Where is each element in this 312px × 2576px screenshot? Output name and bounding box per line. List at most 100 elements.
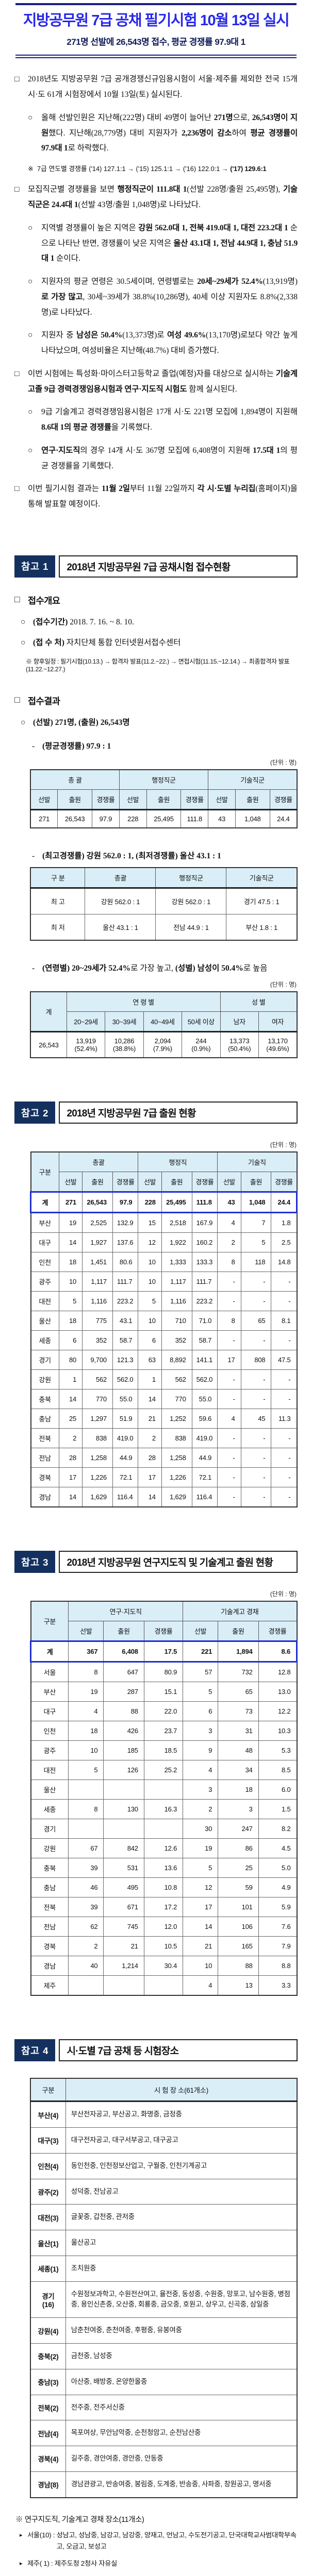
reference-sections: 참고 1 2018년 지방공무원 7급 공채시험 접수현황 □ 접수개요 ○ (접수기간)…	[14, 555, 298, 2569]
cell: -	[240, 1448, 272, 1468]
cell: 충남(3)	[30, 2368, 66, 2395]
cell: 30	[183, 1819, 219, 1839]
header-row: 20~29세 30~39세 40~49세 50세 이상 남자 여자	[30, 1011, 298, 1032]
cell: -	[240, 1272, 272, 1292]
cell: 247	[218, 1819, 259, 1839]
text-run: 했다. 지난해(28,779명) 대비 지원자가	[48, 128, 182, 138]
column-header: 선발	[68, 1621, 104, 1642]
emphasis-text: 20세~29세가 52.4%	[197, 277, 263, 286]
circle-marker: ○	[21, 638, 26, 647]
cell: 인천	[30, 1252, 59, 1273]
cell: 14	[58, 1232, 83, 1253]
cell: 228	[138, 1191, 162, 1214]
column-header: 행정직군	[119, 769, 209, 790]
cell: -	[217, 1487, 241, 1507]
text-run: 지원자의 평균 연령은 30.5세이며, 연령별로는	[41, 277, 198, 286]
cell: -	[217, 1467, 241, 1488]
table-row: 제주 4 13 3.3	[30, 1975, 298, 1996]
cell: 111.7	[191, 1272, 218, 1292]
table-row: 경남 14 1,629 116.4 14 1,629 116.4- - -	[30, 1487, 297, 1507]
column-header: 연구·지도직	[68, 1601, 184, 1622]
cell: 아산중, 배방중, 온양한올중	[65, 2368, 298, 2395]
table-row: 경북 17 1,226 72.1 17 1,226 72.1- - -	[30, 1467, 297, 1488]
cell: 충북	[30, 1389, 59, 1410]
cell: 28	[138, 1448, 162, 1468]
column-header: 기술직	[217, 1151, 297, 1173]
table-row: 전북 39 671 17.2 17 101 5.9	[30, 1897, 298, 1918]
cell: 80.6	[112, 1252, 139, 1273]
ref-title: 2018년 지방공무원 7급 출원 현황	[59, 1101, 298, 1124]
cell: 1.5	[258, 1799, 298, 1820]
cell: 13,919 (52.4%)	[66, 1031, 106, 1058]
cell: 2,525	[82, 1212, 113, 1233]
paragraph: ○ 올해 선발인원은 지난해(222명) 대비 49명이 늘어난 271명으로, …	[28, 110, 298, 156]
table-row: 강원 67 842 12.6 19 86 4.5	[30, 1838, 298, 1859]
cell: 목포여상, 무안남악중, 순천청암고, 순천남산중	[65, 2420, 298, 2447]
cell: 1,214	[103, 1956, 144, 1976]
emphasis-text: 기술계 고졸 9급 경력경쟁임용시험과 연구·지도직 시험도	[28, 369, 298, 394]
cell: 충남	[30, 1877, 69, 1898]
cell: -	[240, 1330, 272, 1351]
cell: 88	[218, 1956, 259, 1976]
cell: 5	[68, 1760, 104, 1781]
column-header: 출원	[103, 1621, 144, 1642]
paragraph-text: 지역별 경쟁률이 높은 지역은 강원 562.0대 1, 전북 419.0대 1…	[41, 221, 298, 266]
ref-section-3: 참고 3 2018년 지방공무원 연구지도직 및 기술계고 출원 현황 (단위 : …	[14, 1551, 298, 1996]
column-header: 경쟁률	[258, 1621, 298, 1642]
cell: 전남	[30, 1448, 59, 1468]
emphasis-text: 로 가장 많고	[41, 292, 83, 301]
column-header: 50세 이상	[182, 1011, 221, 1032]
text-run: 이번 시험에는 특성화·마이스터고등학교 졸업(예정)자를 대상으로 실시하는	[28, 369, 276, 378]
cell: 65	[218, 1682, 259, 1702]
cell: 2	[138, 1428, 162, 1449]
cell: 23.7	[143, 1721, 184, 1741]
cell: 길주중, 경안여중, 경안중, 안동중	[65, 2446, 298, 2472]
cell: 8.6	[258, 1640, 298, 1663]
cell: 경남	[30, 1487, 59, 1507]
cell: 25	[218, 1858, 259, 1878]
cell	[68, 1819, 104, 1839]
table-row: 세종 8 130 16.3 2 3 1.5	[30, 1799, 298, 1820]
column-header: 출원	[235, 789, 270, 810]
text-run: 의 경우 14개 시·도 367명 모집에 6,408명이 지원해	[80, 446, 253, 455]
cell: 울산 43.1 : 1	[85, 914, 156, 941]
cell: 46	[68, 1877, 104, 1898]
ref-section-2: 참고 2 2018년 지방공무원 7급 출원 현황 (단위 : 명) 구분 총괄 행정직 기…	[14, 1101, 298, 1508]
table-block: (단위 : 명) 총 괄 행정직군 기술직군 선발 출원 경쟁률 선발 출원 경쟁률 선발 출원 경쟁률…	[30, 758, 298, 828]
header-row: 총 괄 행정직군 기술직군	[30, 769, 298, 790]
cell: 동인천중, 인천정보산업고, 구월중, 인천기계공고	[65, 2153, 298, 2179]
cell: -	[271, 1448, 297, 1468]
ref-badge: 참고 1	[14, 555, 56, 578]
cell: -	[271, 1369, 297, 1390]
cell: 6	[138, 1330, 162, 1351]
sub-heading-text: 접수결과	[28, 696, 60, 706]
dash-marker: -	[32, 964, 35, 973]
column-header: 경쟁률	[112, 1172, 139, 1193]
cell: 562.0	[112, 1369, 139, 1390]
cell: 충북(2)	[30, 2343, 66, 2369]
cell: 775	[82, 1311, 113, 1331]
cell: 강원 562.0 : 1	[155, 888, 227, 915]
sub-item-text: (평균경쟁률) 97.9 : 1	[42, 739, 111, 754]
cell: 최 고	[30, 888, 86, 915]
cell	[68, 1780, 104, 1800]
cell: 116.4	[112, 1487, 139, 1507]
cell: 111.7	[112, 1272, 139, 1292]
emphasis-text: (접 수 처)	[33, 638, 67, 647]
cell: 세종(1)	[30, 2255, 66, 2282]
cell: 25,495	[161, 1191, 192, 1214]
table-row: 전남 62 745 12.0 14 106 7.6	[30, 1917, 298, 1937]
table-row: 인천 18 426 23.7 3 31 10.3	[30, 1721, 298, 1741]
cell: 5	[138, 1291, 162, 1312]
emphasis-text: (선발) 271명, (출원) 26,543명	[33, 718, 130, 727]
cell	[143, 1819, 184, 1839]
data-table: 구분 연구·지도직 기술계고 경채 선발 출원 경쟁률 선발 출원 경쟁률 계 367 6,408 17…	[29, 1601, 298, 1996]
cell: 167.9	[191, 1212, 218, 1233]
table-row: 충남(3) 아산중, 배방중, 온양한올중	[30, 2368, 298, 2395]
cell: 13.0	[258, 1682, 298, 1702]
text-run: (홈페이지)을 통해 발표할 예정이다.	[28, 484, 298, 509]
cell: 전남	[30, 1917, 69, 1937]
emphasis-text: 기술직군은 24.4대 1	[28, 185, 298, 210]
cell: 43	[217, 1191, 241, 1214]
